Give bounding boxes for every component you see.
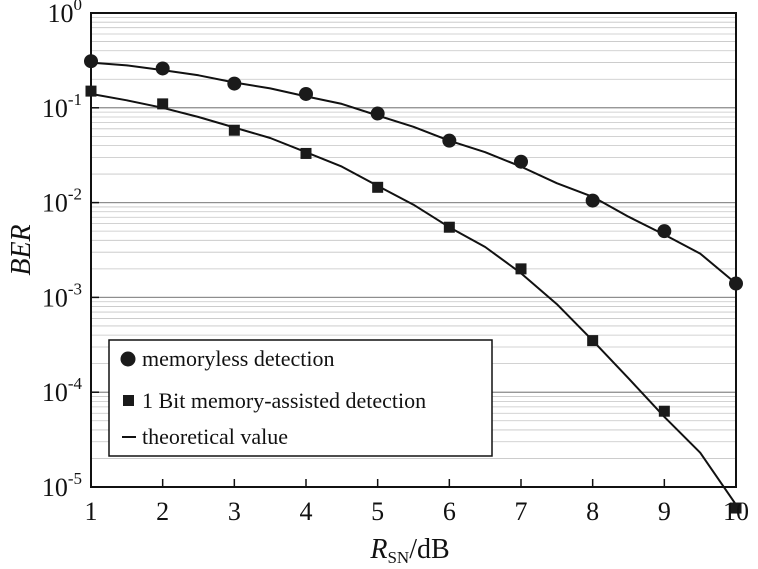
x-tick-label: 5 xyxy=(371,497,384,526)
memoryless-point xyxy=(514,154,528,169)
x-tick-label: 2 xyxy=(156,497,169,526)
y-axis-label: BER xyxy=(6,224,37,275)
y-tick-label: 10-1 xyxy=(42,90,82,123)
memoryless-point xyxy=(84,54,98,69)
x-tick-label: 9 xyxy=(658,497,671,526)
y-tick-labels: 100 10-1 10-2 10-3 10-4 10-5 xyxy=(42,0,83,502)
y-tick-label: 100 xyxy=(48,0,83,28)
memory-assisted-point xyxy=(658,405,670,417)
x-tick-label: 4 xyxy=(300,497,313,526)
memoryless-point xyxy=(585,193,600,208)
theoretical-curves xyxy=(90,61,737,506)
memory-assisted-point xyxy=(157,98,169,110)
memory-assisted-point xyxy=(443,221,455,233)
x-tick-label: 10 xyxy=(723,497,749,526)
memoryless-point xyxy=(227,76,242,91)
memoryless-point xyxy=(155,61,170,76)
plot-frame xyxy=(90,12,737,488)
memory-assisted-point xyxy=(730,502,742,514)
memory-assisted-point xyxy=(515,263,527,275)
y-tick-label: 10-3 xyxy=(42,279,82,312)
memory-assisted-point xyxy=(587,335,599,347)
legend-label-theoretical: theoretical value xyxy=(142,424,288,449)
legend-circle-marker xyxy=(120,351,136,367)
x-tick-label: 3 xyxy=(228,497,241,526)
y-tick-label: 10-4 xyxy=(42,374,83,407)
legend-square-marker xyxy=(123,395,134,406)
x-tick-label: 8 xyxy=(586,497,599,526)
memoryless-point xyxy=(370,106,385,121)
memory-assisted-point xyxy=(85,85,97,97)
x-tick-label: 7 xyxy=(515,497,528,526)
memory-assisted-point xyxy=(228,124,240,136)
y-tick-label: 10-5 xyxy=(42,469,82,502)
legend: memoryless detection 1 Bit memory-assist… xyxy=(108,339,493,457)
axis-ticks xyxy=(90,12,737,488)
x-tick-label: 1 xyxy=(85,497,98,526)
memoryless-point xyxy=(442,133,457,148)
theoretical-curve xyxy=(90,61,737,285)
x-tick-label: 6 xyxy=(443,497,456,526)
legend-label-memoryless: memoryless detection xyxy=(142,346,334,371)
memoryless-point xyxy=(657,224,672,239)
memoryless-point xyxy=(299,86,313,101)
memoryless-point xyxy=(729,276,743,291)
legend-label-memory-assisted: 1 Bit memory-assisted detection xyxy=(142,388,426,413)
y-tick-label: 10-2 xyxy=(42,185,82,218)
x-tick-labels: 1 2 3 4 5 6 7 8 9 10 xyxy=(85,497,750,526)
theoretical-curve xyxy=(90,92,737,506)
memory-assisted-point xyxy=(372,181,384,193)
memory-assisted-point xyxy=(300,147,312,159)
data-markers xyxy=(84,54,743,514)
x-axis-label: RSN/dB xyxy=(369,534,449,567)
legend-box xyxy=(108,339,493,457)
